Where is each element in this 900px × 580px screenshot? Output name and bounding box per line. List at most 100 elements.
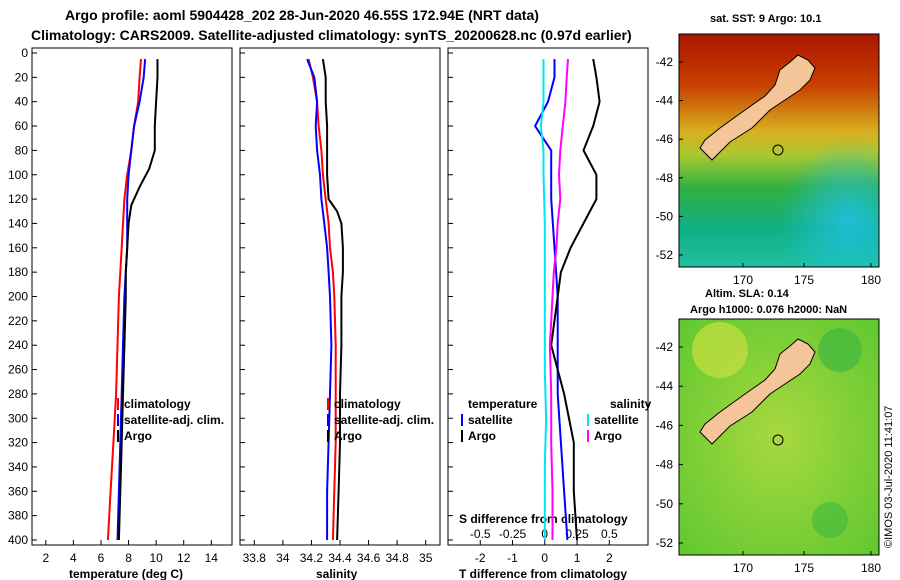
map-lat-label: -52 xyxy=(656,536,674,550)
x-tick-label: -2 xyxy=(475,551,486,565)
s-difference-xlabel: S difference from climatology xyxy=(459,512,628,526)
sla-map-title: Altim. SLA: 0.14 xyxy=(705,288,790,300)
x-tick-label: -1 xyxy=(507,551,518,565)
series-s-satellite xyxy=(539,59,548,540)
map-lat-label: -42 xyxy=(656,55,674,69)
legend-s-satellite: satellite xyxy=(594,413,639,427)
map-lat-label: -42 xyxy=(656,340,674,354)
x-tick-label: 35 xyxy=(419,551,433,565)
sst-map-frame xyxy=(678,33,880,268)
map-lon-label: 180 xyxy=(861,273,881,287)
x-tick-label: 0 xyxy=(541,551,548,565)
argo-position-marker xyxy=(772,434,784,446)
legend-satellite: satellite-adj. clim. xyxy=(334,413,434,427)
depth-tick-label: 320 xyxy=(8,436,28,450)
sla-map xyxy=(678,318,880,556)
s-diff-tick-label: -0.25 xyxy=(499,527,527,541)
x-tick-label: 6 xyxy=(98,551,105,565)
depth-tick-label: 380 xyxy=(8,509,28,523)
legend-climatology: climatology xyxy=(334,397,401,411)
map-lat-label: -50 xyxy=(656,209,674,223)
depth-axis: 0 20 40 60 80 100 120 140 160 180 200 220 240 260 280 3… xyxy=(8,46,453,547)
depth-tick-label: 340 xyxy=(8,460,28,474)
x-tick-label: 34.4 xyxy=(328,551,352,565)
map-lat-label: -48 xyxy=(656,458,674,472)
x-tick-label: 4 xyxy=(70,551,77,565)
difference-panel-frame xyxy=(447,47,649,546)
depth-tick-label: 60 xyxy=(15,119,29,133)
temperature-xlabel: temperature (deg C) xyxy=(69,567,183,580)
series-satellite-adj-clim- xyxy=(306,58,333,540)
new-zealand-south-island xyxy=(699,338,816,445)
s-diff-tick-label: 0.5 xyxy=(601,527,618,541)
profile-lines xyxy=(106,58,601,541)
x-tick-label: 33.8 xyxy=(243,551,267,565)
map-lat-label: -46 xyxy=(656,418,674,432)
new-zealand-south-island xyxy=(699,54,816,161)
x-tick-label: 34.6 xyxy=(357,551,381,565)
map-lat-label: -44 xyxy=(656,94,674,108)
x-tick-label: 8 xyxy=(125,551,132,565)
legend-t-argo: Argo xyxy=(468,429,496,443)
x-tick-label: 12 xyxy=(177,551,191,565)
depth-tick-label: 360 xyxy=(8,484,28,498)
depth-tick-label: 220 xyxy=(8,314,28,328)
map-lat-label: -52 xyxy=(656,248,674,262)
map-lat-label: -44 xyxy=(656,379,674,393)
depth-tick-label: 0 xyxy=(21,46,28,60)
series-t-argo xyxy=(550,58,601,541)
x-tick-label: 34.8 xyxy=(385,551,409,565)
series-t-satellite xyxy=(533,59,569,541)
sst-map-ticks: -42 -44 -46 -48 -50 -52 170 175 180 xyxy=(656,55,882,287)
map-lon-label: 170 xyxy=(733,273,753,287)
argo-position-marker xyxy=(772,144,784,156)
x-tick-label: 34 xyxy=(276,551,290,565)
depth-tick-label: 280 xyxy=(8,387,28,401)
legend-title-salinity: salinity xyxy=(610,397,652,411)
depth-tick-label: 120 xyxy=(8,192,28,206)
depth-tick-label: 180 xyxy=(8,265,28,279)
map-lat-label: -48 xyxy=(656,171,674,185)
map-lon-label: 180 xyxy=(861,561,881,575)
series-argo xyxy=(117,59,159,541)
map-lat-label: -46 xyxy=(656,132,674,146)
depth-tick-label: 140 xyxy=(8,216,28,230)
depth-tick-label: 200 xyxy=(8,290,28,304)
sla-map-frame xyxy=(678,318,880,556)
map-lon-label: 170 xyxy=(733,561,753,575)
series-s-argo xyxy=(548,59,569,540)
map-lon-label: 175 xyxy=(794,561,814,575)
sla-map-subtitle: Argo h1000: 0.076 h2000: NaN xyxy=(690,304,847,316)
x-tick-label: 1 xyxy=(574,551,581,565)
depth-tick-label: 80 xyxy=(15,143,29,157)
map-lat-label: -50 xyxy=(656,497,674,511)
legend-satellite: satellite-adj. clim. xyxy=(124,413,224,427)
depth-tick-label: 240 xyxy=(8,338,28,352)
x-tick-label: 14 xyxy=(205,551,219,565)
depth-tick-label: 400 xyxy=(8,533,28,547)
series-climatology xyxy=(307,58,337,541)
temperature-panel-frame xyxy=(31,47,233,546)
depth-tick-label: 300 xyxy=(8,411,28,425)
sst-map-title: sat. SST: 9 Argo: 10.1 xyxy=(710,13,821,25)
temperature-legend: climatology satellite-adj. clim. Argo xyxy=(117,397,224,443)
map-lon-label: 175 xyxy=(794,273,814,287)
legend-argo: Argo xyxy=(334,429,362,443)
x-tick-label: 2 xyxy=(42,551,49,565)
depth-tick-label: 40 xyxy=(15,95,29,109)
legend-t-satellite: satellite xyxy=(468,413,513,427)
x-tick-label: 34.2 xyxy=(300,551,324,565)
title-line-2: Climatology: CARS2009. Satellite-adjuste… xyxy=(31,27,632,43)
depth-tick-label: 100 xyxy=(8,168,28,182)
salinity-legend: climatology satellite-adj. clim. Argo xyxy=(327,397,434,443)
s-diff-tick-label: -0.5 xyxy=(470,527,491,541)
salinity-xlabel: salinity xyxy=(316,567,358,580)
legend-climatology: climatology xyxy=(124,397,191,411)
depth-tick-label: 160 xyxy=(8,241,28,255)
legend-title-temperature: temperature xyxy=(468,397,538,411)
legend-argo: Argo xyxy=(124,429,152,443)
legend-s-argo: Argo xyxy=(594,429,622,443)
sla-low-patch xyxy=(812,502,848,538)
depth-tick-label: 20 xyxy=(15,70,29,84)
